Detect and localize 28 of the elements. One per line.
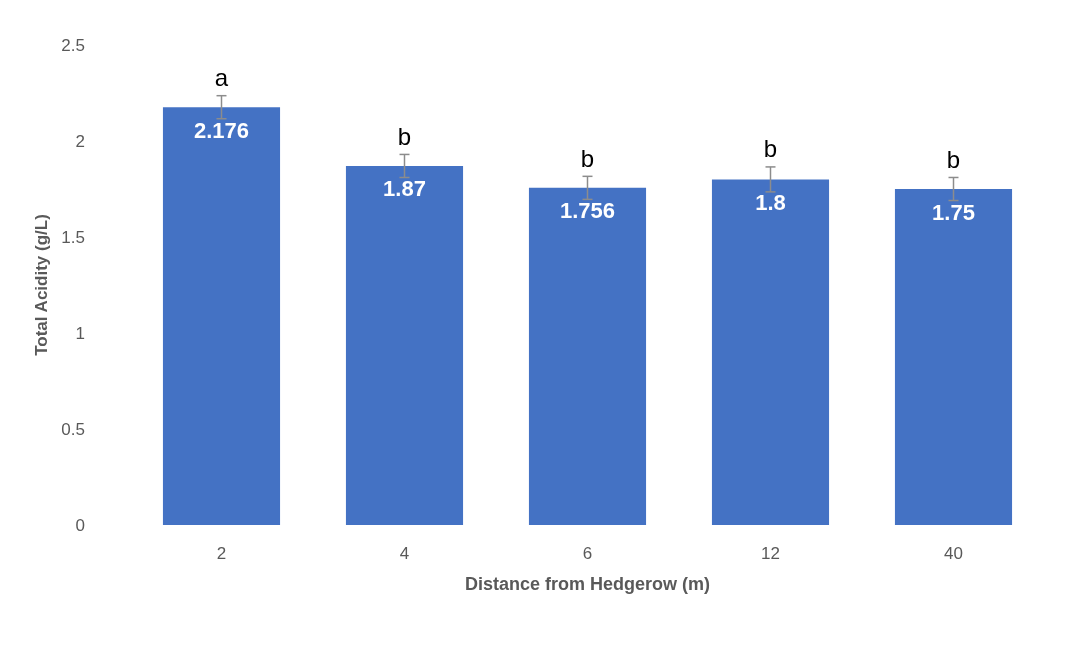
y-tick-label: 1 bbox=[75, 323, 85, 343]
annotation: b bbox=[763, 135, 778, 163]
y-tick-label: 0.5 bbox=[61, 419, 85, 439]
bar bbox=[162, 107, 281, 525]
x-tick-label: 4 bbox=[399, 544, 410, 563]
x-tick-label: 2 bbox=[216, 544, 227, 563]
bar bbox=[528, 187, 647, 525]
y-tick-label: 0 bbox=[75, 515, 85, 535]
data-label: 2.176 bbox=[193, 117, 250, 143]
annotation: b bbox=[397, 122, 412, 150]
data-label: 1.8 bbox=[755, 189, 786, 215]
y-tick-label: 1.5 bbox=[61, 227, 85, 247]
x-tick-label: 40 bbox=[944, 544, 963, 563]
bar bbox=[894, 189, 1013, 525]
x-axis-title: Distance from Hedgerow (m) bbox=[464, 574, 711, 594]
y-tick-label: 2 bbox=[75, 131, 85, 151]
bar bbox=[711, 179, 830, 525]
data-label: 1.75 bbox=[932, 199, 975, 225]
x-tick-label: 12 bbox=[761, 544, 780, 563]
y-tick-label: 2.5 bbox=[61, 35, 85, 55]
annotation: b bbox=[580, 144, 595, 172]
annotation: a bbox=[214, 64, 229, 92]
data-label: 1.756 bbox=[559, 198, 616, 224]
bar bbox=[345, 165, 464, 525]
x-tick-label: 6 bbox=[582, 544, 593, 563]
data-label: 1.87 bbox=[383, 176, 426, 202]
annotation: b bbox=[946, 145, 961, 173]
y-axis-title: Total Acidity (g/L) bbox=[32, 214, 51, 356]
